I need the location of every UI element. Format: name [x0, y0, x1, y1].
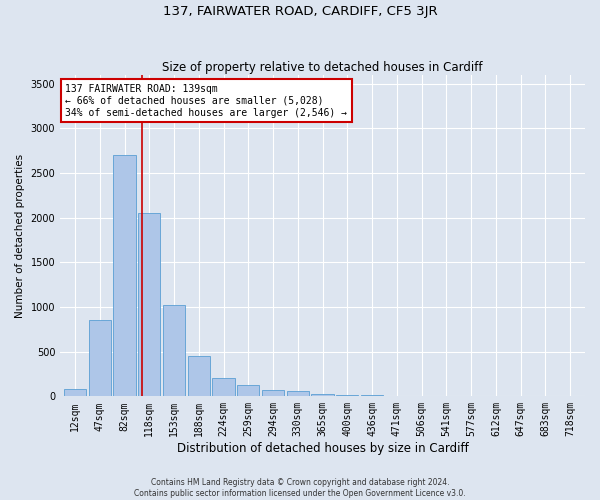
Bar [138, 213, 160, 396]
Bar [89, 320, 111, 396]
Bar [287, 392, 309, 396]
Bar [311, 394, 334, 396]
Bar [64, 389, 86, 396]
Y-axis label: Number of detached properties: Number of detached properties [15, 154, 25, 318]
X-axis label: Distribution of detached houses by size in Cardiff: Distribution of detached houses by size … [177, 442, 469, 455]
Text: 137 FAIRWATER ROAD: 139sqm
← 66% of detached houses are smaller (5,028)
34% of s: 137 FAIRWATER ROAD: 139sqm ← 66% of deta… [65, 84, 347, 117]
Text: 137, FAIRWATER ROAD, CARDIFF, CF5 3JR: 137, FAIRWATER ROAD, CARDIFF, CF5 3JR [163, 5, 437, 18]
Bar [212, 378, 235, 396]
Bar [113, 155, 136, 396]
Bar [336, 394, 358, 396]
Title: Size of property relative to detached houses in Cardiff: Size of property relative to detached ho… [163, 60, 483, 74]
Bar [163, 305, 185, 396]
Bar [237, 384, 259, 396]
Bar [188, 356, 210, 397]
Text: Contains HM Land Registry data © Crown copyright and database right 2024.
Contai: Contains HM Land Registry data © Crown c… [134, 478, 466, 498]
Bar [262, 390, 284, 396]
